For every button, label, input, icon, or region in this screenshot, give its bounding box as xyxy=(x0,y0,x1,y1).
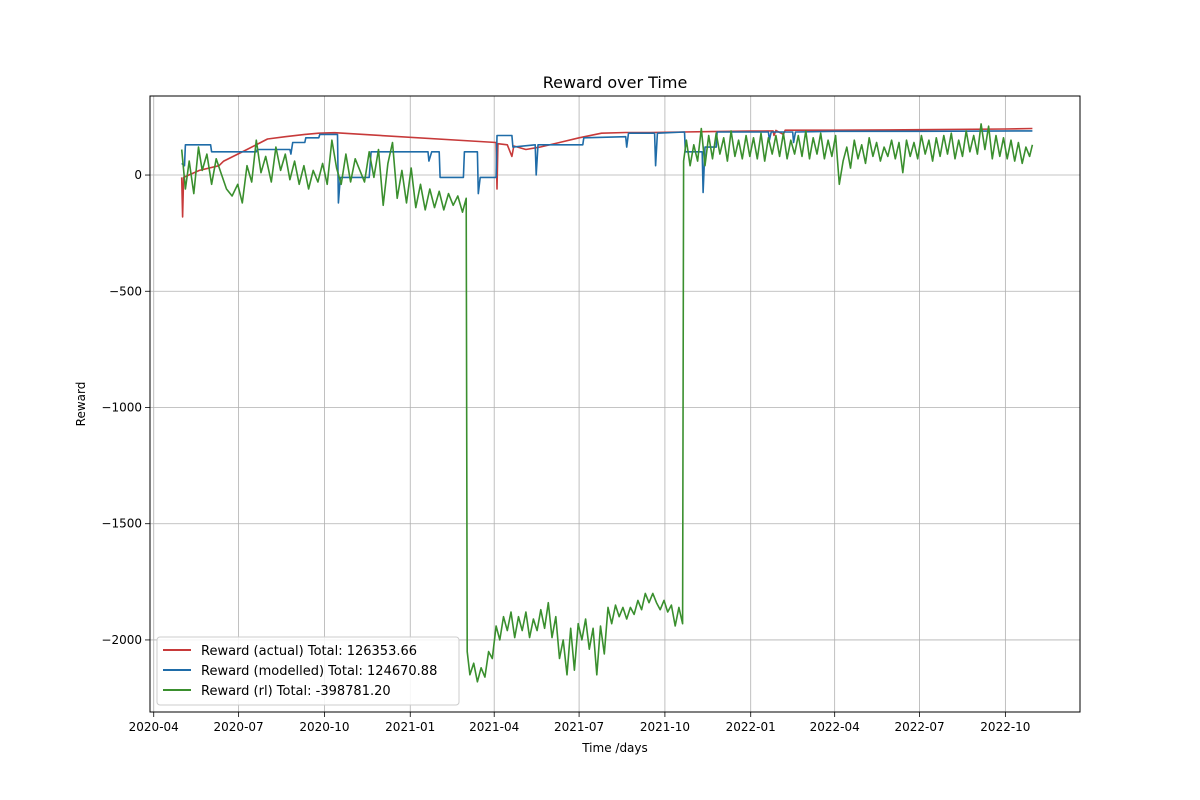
legend-entry-modelled: Reward (modelled) Total: 124670.88 xyxy=(201,664,437,679)
x-tick-label: 2021-04 xyxy=(469,720,519,734)
y-tick-label: −1000 xyxy=(101,400,142,414)
axis-ticks: 2020-04 2020-07 2020-10 2021-01 2021-04 2021-… xyxy=(101,168,1030,734)
y-axis-label: Reward xyxy=(74,382,88,427)
legend-box xyxy=(156,636,460,706)
series-lines xyxy=(180,123,1034,683)
y-tick-label: 0 xyxy=(134,168,142,182)
chart-title: Reward over Time xyxy=(543,73,688,92)
legend-entry-rl: Reward (rl) Total: -398781.20 xyxy=(201,684,391,699)
legend-entry-actual: Reward (actual) Total: 126353.66 xyxy=(201,644,417,659)
y-tick-label: −500 xyxy=(109,284,142,298)
x-tick-label: 2020-07 xyxy=(214,720,264,734)
plot-frame xyxy=(149,95,1081,713)
series-line-modelled xyxy=(181,130,1033,204)
series-line-actual xyxy=(180,127,1033,218)
x-tick-label: 2022-07 xyxy=(894,720,944,734)
y-tick-label: −2000 xyxy=(101,633,142,647)
x-tick-label: 2022-10 xyxy=(980,720,1030,734)
x-tick-label: 2022-04 xyxy=(810,720,860,734)
x-tick-label: 2021-10 xyxy=(640,720,690,734)
x-tick-label: 2020-04 xyxy=(129,720,179,734)
y-tick-label: −1500 xyxy=(101,517,142,531)
series-line-rl xyxy=(180,123,1034,683)
x-tick-label: 2021-07 xyxy=(554,720,604,734)
x-axis-label: Time /days xyxy=(581,741,648,755)
x-tick-label: 2020-10 xyxy=(299,720,349,734)
x-tick-label: 2021-01 xyxy=(385,720,435,734)
x-tick-label: 2022-01 xyxy=(726,720,776,734)
legend: Reward (actual) Total: 126353.66 Reward (… xyxy=(156,636,460,706)
